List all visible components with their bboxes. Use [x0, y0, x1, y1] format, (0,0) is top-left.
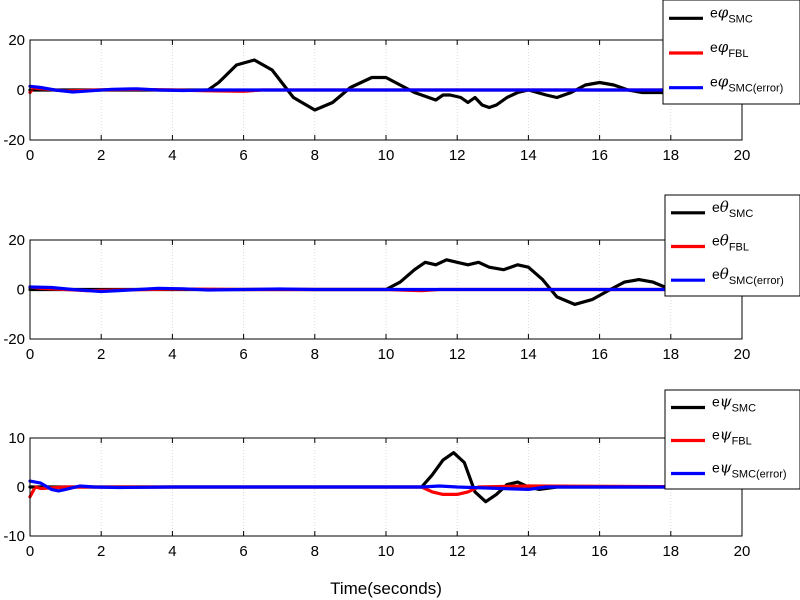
x-tick-label: 8	[311, 346, 319, 363]
legend-entry: eφSMC	[710, 3, 753, 25]
y-tick-label: 0	[17, 479, 25, 496]
y-tick-label: 0	[17, 82, 25, 99]
x-tick-label: 8	[311, 147, 319, 164]
series-line-smc	[28, 58, 673, 112]
x-tick-label: 16	[591, 147, 608, 164]
y-tick-label: 0	[17, 282, 25, 299]
x-tick-label: 4	[168, 346, 176, 363]
legend: eθSMC eθFBL eθSMC(error)	[664, 194, 800, 297]
x-tick-label: 20	[734, 346, 751, 363]
series-line-smc-error	[28, 84, 744, 94]
series-line-smc-error	[28, 479, 744, 493]
legend-entry: eφFBL	[710, 38, 749, 60]
y-tick-label: 10	[8, 430, 25, 447]
x-tick-label: 16	[591, 543, 608, 560]
legend-entry: eψSMC(error)	[712, 459, 787, 481]
series-line-smc-error	[28, 285, 744, 294]
x-tick-label: 10	[378, 346, 395, 363]
legend: eψSMC eψFBL eψSMC(error)	[664, 389, 800, 490]
panel-2: 0 2 4 6 8 10 12 14 16 18 20-20020eθSMCeθFBLeθSMC(e…	[3, 194, 800, 363]
panel-1: 0 2 4 6 8 10 12 14 16 18 20-20020eφSMCeφFBLeφSMC(e…	[3, 0, 800, 164]
x-tick-label: 20	[734, 147, 751, 164]
x-tick-label: 12	[449, 543, 466, 560]
x-tick-label: 14	[520, 346, 537, 363]
legend-entry: eψFBL	[712, 426, 752, 448]
x-tick-label: 12	[449, 147, 466, 164]
x-tick-label: 6	[239, 147, 247, 164]
x-tick-label: 10	[378, 147, 395, 164]
series-line-smc	[28, 258, 708, 306]
legend-entry: eθFBL	[712, 232, 749, 254]
x-tick-label: 4	[168, 147, 176, 164]
x-tick-label: 12	[449, 346, 466, 363]
x-tick-label: 10	[378, 543, 395, 560]
x-tick-label: 20	[734, 543, 751, 560]
legend-entry: eφSMC(error)	[710, 73, 783, 95]
x-tick-label: 2	[97, 147, 105, 164]
x-tick-label: 0	[26, 543, 34, 560]
y-tick-label: -10	[3, 528, 25, 545]
x-tick-label: 2	[97, 543, 105, 560]
x-tick-label: 4	[168, 543, 176, 560]
x-tick-label: 18	[662, 543, 679, 560]
y-tick-label: -20	[3, 132, 25, 149]
legend-entry: eθSMC	[712, 198, 753, 220]
x-tick-label: 8	[311, 543, 319, 560]
x-tick-label: 16	[591, 346, 608, 363]
x-tick-label: 18	[662, 147, 679, 164]
x-tick-label: 6	[239, 346, 247, 363]
legend: eφSMC eφFBL eφSMC(error)	[662, 0, 800, 105]
legend-entry: eψSMC	[712, 393, 756, 415]
y-tick-label: 20	[8, 32, 25, 49]
x-tick-label: 14	[520, 147, 537, 164]
legend-entry: eθSMC(error)	[712, 265, 784, 287]
y-tick-label: -20	[3, 331, 25, 348]
x-axis-label: Time(seconds)	[330, 579, 442, 598]
y-tick-label: 20	[8, 232, 25, 249]
x-tick-label: 6	[239, 543, 247, 560]
x-tick-label: 2	[97, 346, 105, 363]
x-tick-label: 18	[662, 346, 679, 363]
panel-3: 0 2 4 6 8 10 12 14 16 18 20-10010eψSMCeψFBLeψSMC(e…	[3, 389, 800, 598]
x-tick-label: 0	[26, 346, 34, 363]
x-tick-label: 0	[26, 147, 34, 164]
x-tick-label: 14	[520, 543, 537, 560]
